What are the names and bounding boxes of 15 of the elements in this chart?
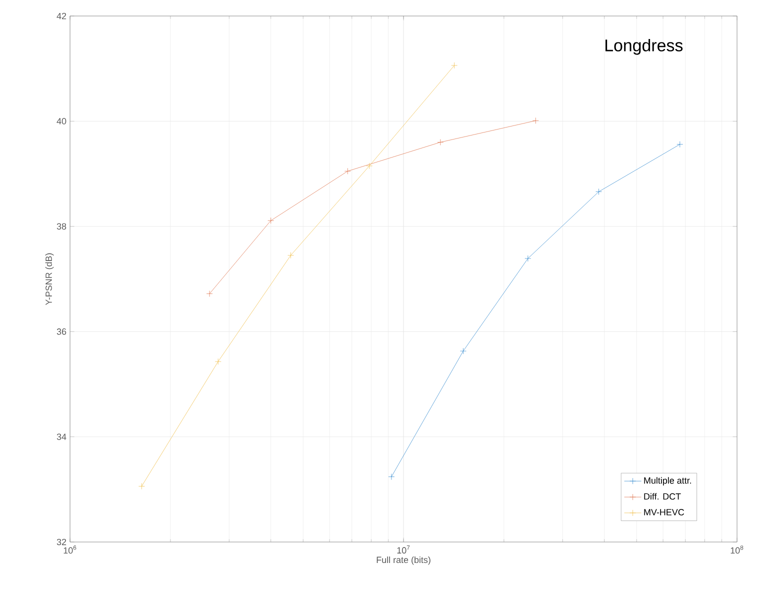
legend-label: Diff. DCT [644,493,681,500]
y-axis-title: Y-PSNR (dB) [45,253,54,306]
x-tick-label: 10$^{8}$ [730,546,744,554]
y-tick-label: 32 [56,538,66,546]
legend-label: MV-HEVC [644,509,684,516]
text: Longdress [606,38,683,55]
y-tick-label: 42 [56,12,66,20]
y-tick-label: 34 [56,434,66,440]
x-tick-label: 10$^{6}$ [64,546,76,554]
y-tick-label: 38 [56,223,66,230]
y-tick-label: 40 [56,118,66,124]
legend-label: Multiple attr. [644,477,692,486]
y-tick-label: 36 [56,328,66,335]
x-axis-title: Full rate (bits) [376,556,430,565]
x-tick-label: 10$^{7}$ [397,546,410,554]
